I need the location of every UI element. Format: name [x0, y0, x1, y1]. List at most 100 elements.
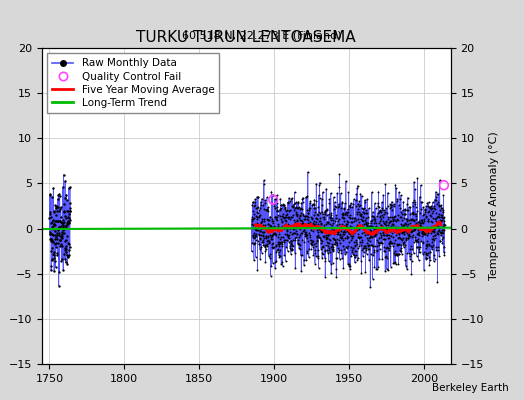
- Point: [247, 216, 256, 222]
- Point: [301, 213, 309, 220]
- Point: [370, 216, 378, 222]
- Point: [381, 222, 390, 228]
- Point: [293, 217, 301, 223]
- Point: [430, 202, 438, 209]
- Point: [380, 220, 388, 226]
- Point: [269, 220, 277, 226]
- Point: [337, 232, 346, 239]
- Point: [435, 203, 444, 209]
- Point: [275, 249, 283, 255]
- Point: [412, 238, 420, 245]
- Point: [349, 244, 357, 251]
- Point: [358, 216, 366, 223]
- Point: [439, 192, 447, 199]
- Point: [51, 202, 60, 209]
- Point: [57, 241, 65, 247]
- Point: [318, 238, 326, 244]
- Point: [252, 236, 260, 243]
- Point: [291, 235, 300, 241]
- Point: [341, 223, 350, 229]
- Point: [259, 231, 267, 238]
- Point: [423, 238, 431, 244]
- Point: [292, 211, 301, 217]
- Point: [64, 219, 72, 225]
- Point: [46, 209, 54, 215]
- Point: [421, 230, 429, 236]
- Point: [302, 233, 310, 239]
- Point: [62, 208, 71, 214]
- Point: [413, 231, 421, 237]
- Point: [416, 194, 424, 200]
- Point: [433, 191, 441, 198]
- Point: [387, 206, 396, 213]
- Point: [299, 194, 307, 201]
- Point: [311, 260, 319, 267]
- Point: [46, 228, 54, 235]
- Point: [373, 228, 381, 235]
- Point: [254, 194, 262, 200]
- Point: [316, 228, 325, 234]
- Point: [298, 206, 306, 212]
- Point: [365, 229, 373, 236]
- Point: [397, 236, 405, 242]
- Point: [390, 248, 399, 254]
- Point: [262, 242, 270, 248]
- Point: [383, 229, 391, 235]
- Point: [296, 206, 304, 212]
- Point: [280, 252, 289, 258]
- Point: [50, 221, 58, 227]
- Point: [306, 218, 314, 225]
- Point: [334, 218, 343, 224]
- Point: [286, 224, 294, 231]
- Point: [374, 202, 383, 209]
- Point: [352, 191, 361, 197]
- Point: [50, 228, 59, 234]
- Point: [417, 222, 425, 229]
- Point: [50, 268, 58, 274]
- Point: [378, 240, 387, 246]
- Point: [288, 246, 296, 252]
- Point: [406, 246, 414, 252]
- Point: [379, 226, 387, 232]
- Point: [277, 224, 286, 231]
- Point: [422, 241, 431, 247]
- Point: [417, 217, 425, 224]
- Point: [265, 253, 273, 259]
- Point: [356, 242, 365, 248]
- Point: [270, 205, 279, 211]
- Point: [261, 248, 269, 254]
- Point: [343, 243, 352, 249]
- Point: [256, 256, 265, 262]
- Point: [277, 216, 285, 222]
- Point: [310, 218, 318, 224]
- Point: [432, 223, 441, 229]
- Point: [396, 235, 404, 242]
- Point: [431, 189, 440, 195]
- Point: [273, 216, 281, 223]
- Point: [268, 191, 277, 198]
- Point: [55, 269, 63, 275]
- Point: [408, 258, 416, 264]
- Point: [297, 230, 305, 236]
- Point: [322, 206, 331, 212]
- Point: [355, 198, 363, 204]
- Point: [368, 276, 377, 282]
- Point: [315, 182, 323, 188]
- Point: [283, 215, 292, 221]
- Point: [393, 242, 401, 248]
- Point: [361, 197, 369, 203]
- Point: [382, 218, 390, 225]
- Point: [284, 234, 292, 240]
- Point: [372, 223, 380, 229]
- Point: [64, 220, 72, 226]
- Point: [317, 221, 325, 228]
- Point: [417, 226, 425, 233]
- Point: [333, 236, 342, 242]
- Point: [59, 226, 68, 232]
- Point: [339, 242, 347, 249]
- Point: [379, 232, 387, 239]
- Point: [401, 226, 409, 233]
- Point: [417, 199, 425, 206]
- Point: [384, 203, 392, 209]
- Point: [46, 191, 54, 197]
